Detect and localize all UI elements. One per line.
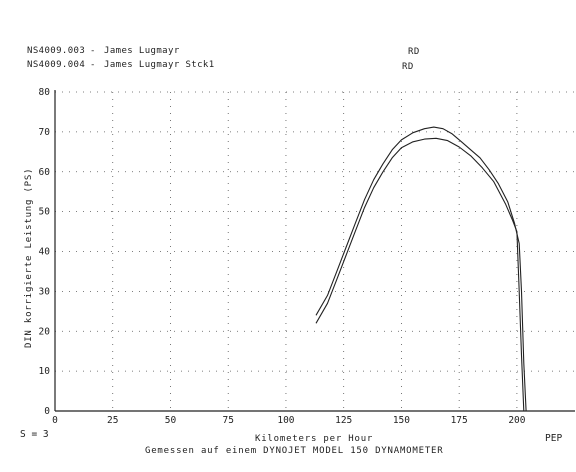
x-unit-label: PEP (545, 433, 562, 444)
y-tick-label: 20 (39, 326, 51, 337)
y-tick-label: 10 (39, 366, 51, 377)
grid-lines (55, 91, 575, 411)
series-line-1 (315, 126, 527, 412)
x-tick-label: 50 (165, 415, 177, 426)
y-tick-label: 30 (39, 286, 51, 297)
y-tick-label: 40 (39, 247, 51, 258)
x-tick-label: 150 (393, 415, 410, 426)
y-tick-label: 70 (39, 127, 51, 138)
run-2-file: NS4009.004 (27, 60, 85, 70)
x-tick-label: 200 (508, 415, 525, 426)
data-series (315, 126, 527, 412)
y-tick-label: 50 (39, 207, 51, 218)
x-tick-label: 125 (335, 415, 352, 426)
x-tick-label: 75 (222, 415, 233, 426)
y-tick-label: 0 (44, 406, 50, 417)
y-tick-labels: 0 10 20 30 40 50 60 70 80 (39, 87, 51, 417)
x-tick-label: 0 (52, 415, 58, 426)
run-2-dash: - (90, 60, 96, 70)
y-tick-label: 60 (39, 167, 51, 178)
x-axis-title: Kilometers per Hour (255, 434, 373, 444)
source-note: Gemessen auf einem DYNOJET MODEL 150 DYN… (145, 446, 444, 456)
series-line-2 (315, 137, 525, 412)
run-1-tag: RD (408, 47, 420, 57)
run-2-name: James Lugmayr Stck1 (104, 60, 215, 70)
run-1-dash: - (90, 46, 96, 56)
x-tick-label: 100 (277, 415, 294, 426)
y-axis-title: DIN korrigierte Leistung (PS) (24, 168, 34, 348)
run-1-file: NS4009.003 (27, 46, 85, 56)
y-tick-label: 80 (39, 87, 51, 98)
x-tick-label: 25 (107, 415, 118, 426)
x-tick-label: 175 (451, 415, 468, 426)
s-value-label: S = 3 (20, 429, 49, 440)
run-1-name: James Lugmayr (104, 46, 180, 56)
x-tick-labels: 0 25 50 75 100 125 150 175 200 (52, 415, 526, 426)
run-2-tag: RD (402, 62, 414, 72)
